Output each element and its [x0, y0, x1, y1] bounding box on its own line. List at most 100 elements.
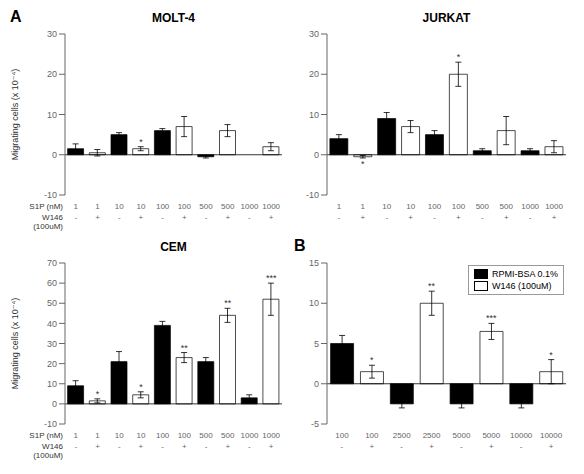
svg-text:500: 500	[199, 431, 213, 440]
svg-text:+: +	[456, 213, 461, 222]
svg-text:***: ***	[486, 313, 497, 323]
svg-text:W146: W146	[42, 213, 63, 222]
svg-text:2500: 2500	[393, 431, 411, 440]
svg-text:Migrating cells (x 10⁻⁴): Migrating cells (x 10⁻⁴)	[10, 298, 20, 390]
svg-text:-: -	[385, 213, 388, 222]
svg-text:-10: -10	[44, 419, 57, 429]
svg-text:100: 100	[156, 431, 170, 440]
svg-text:+: +	[182, 442, 187, 451]
svg-text:500: 500	[500, 202, 514, 211]
svg-text:*: *	[370, 355, 374, 365]
svg-text:S1P (nM): S1P (nM)	[29, 202, 63, 211]
svg-text:1: 1	[95, 202, 100, 211]
svg-text:20: 20	[309, 69, 319, 79]
svg-text:1: 1	[337, 202, 342, 211]
svg-text:+: +	[429, 442, 434, 451]
svg-text:-10: -10	[44, 190, 57, 200]
svg-text:30: 30	[309, 29, 319, 39]
svg-text:1: 1	[95, 431, 100, 440]
svg-text:100: 100	[178, 202, 192, 211]
svg-text:20: 20	[47, 359, 57, 369]
svg-text:*: *	[361, 159, 365, 169]
svg-text:-: -	[433, 213, 436, 222]
svg-text:10: 10	[309, 110, 319, 120]
svg-text:100: 100	[452, 202, 466, 211]
svg-text:-5: -5	[311, 419, 319, 429]
svg-text:-: -	[161, 213, 164, 222]
svg-text:1000: 1000	[241, 431, 259, 440]
svg-text:0: 0	[314, 150, 319, 160]
svg-text:40: 40	[47, 319, 57, 329]
svg-text:+: +	[408, 213, 413, 222]
svg-text:+: +	[369, 442, 374, 451]
svg-text:-: -	[205, 213, 208, 222]
svg-text:W146: W146	[42, 442, 63, 451]
svg-text:-: -	[338, 213, 341, 222]
svg-text:+: +	[182, 213, 187, 222]
svg-text:*: *	[549, 350, 553, 360]
svg-text:S1P (nM): S1P (nM)	[29, 431, 63, 440]
svg-text:5000: 5000	[453, 431, 471, 440]
svg-text:+: +	[269, 442, 274, 451]
svg-text:-: -	[118, 213, 121, 222]
svg-text:100: 100	[178, 431, 192, 440]
svg-text:60: 60	[47, 278, 57, 288]
svg-text:+: +	[489, 442, 494, 451]
svg-text:10: 10	[115, 202, 124, 211]
svg-text:10000: 10000	[510, 431, 533, 440]
svg-text:-: -	[400, 442, 403, 451]
svg-text:-: -	[161, 442, 164, 451]
svg-text:10: 10	[136, 431, 145, 440]
svg-text:30: 30	[47, 339, 57, 349]
svg-text:20: 20	[47, 69, 57, 79]
svg-text:30: 30	[47, 29, 57, 39]
svg-text:+: +	[504, 213, 509, 222]
svg-text:0: 0	[52, 399, 57, 409]
svg-text:+: +	[139, 213, 144, 222]
svg-text:10: 10	[309, 298, 319, 308]
svg-text:1: 1	[361, 202, 366, 211]
svg-text:+: +	[95, 442, 100, 451]
svg-text:*: *	[139, 137, 143, 147]
svg-text:(100uM): (100uM)	[33, 451, 63, 460]
svg-text:1000: 1000	[545, 202, 563, 211]
svg-text:10: 10	[115, 431, 124, 440]
svg-text:15: 15	[309, 258, 319, 268]
svg-text:+: +	[225, 442, 230, 451]
svg-text:+: +	[139, 442, 144, 451]
svg-text:70: 70	[47, 258, 57, 268]
svg-text:**: **	[181, 343, 189, 353]
svg-text:50: 50	[47, 298, 57, 308]
svg-text:5: 5	[314, 339, 319, 349]
svg-text:500: 500	[221, 431, 235, 440]
svg-text:Migrating cells (x 10⁻⁴): Migrating cells (x 10⁻⁴)	[10, 69, 20, 161]
svg-text:+: +	[361, 213, 366, 222]
svg-text:-: -	[520, 442, 523, 451]
svg-text:2500: 2500	[423, 431, 441, 440]
svg-text:+: +	[225, 213, 230, 222]
svg-text:10: 10	[47, 110, 57, 120]
svg-text:**: **	[224, 298, 232, 308]
svg-text:*: *	[96, 389, 100, 399]
svg-text:10: 10	[382, 202, 391, 211]
svg-text:10: 10	[406, 202, 415, 211]
svg-text:-: -	[118, 442, 121, 451]
svg-text:+: +	[549, 442, 554, 451]
svg-text:500: 500	[199, 202, 213, 211]
svg-text:10: 10	[47, 379, 57, 389]
svg-text:500: 500	[221, 202, 235, 211]
svg-text:5000: 5000	[482, 431, 500, 440]
svg-text:*: *	[457, 52, 461, 62]
svg-text:10000: 10000	[540, 431, 563, 440]
svg-text:1: 1	[74, 431, 79, 440]
svg-text:-: -	[248, 442, 251, 451]
svg-text:-: -	[205, 442, 208, 451]
svg-text:-: -	[341, 442, 344, 451]
svg-text:100: 100	[156, 202, 170, 211]
svg-text:1000: 1000	[521, 202, 539, 211]
svg-text:-: -	[75, 442, 78, 451]
svg-text:1000: 1000	[262, 202, 280, 211]
svg-text:***: ***	[266, 273, 277, 283]
svg-text:(100uM): (100uM)	[33, 222, 63, 231]
svg-text:+: +	[269, 213, 274, 222]
